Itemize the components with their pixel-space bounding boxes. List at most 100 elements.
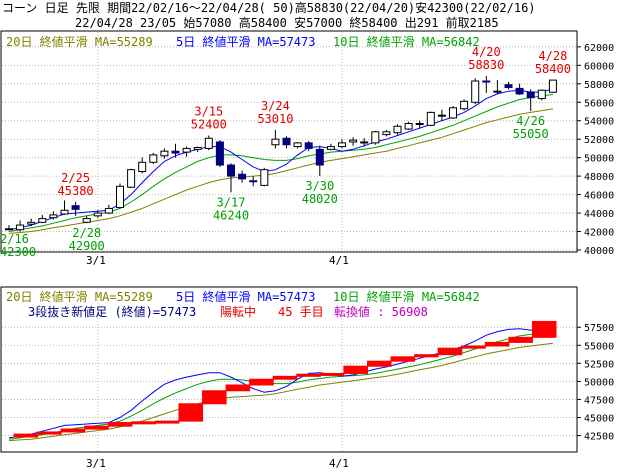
- bottom-ma20-line: [8, 342, 553, 442]
- annotation-date: 4/26: [516, 114, 545, 128]
- top-y-tick-label: 42000: [584, 228, 614, 239]
- annotation-value: 42300: [0, 245, 36, 259]
- candlesticks: [5, 76, 557, 232]
- candle-down: [215, 141, 224, 166]
- annotation-value: 42900: [69, 239, 105, 253]
- candle-up: [182, 147, 191, 153]
- bottom-y-axis: 42500 45000 47500 50000 52500 55000 57500: [577, 323, 614, 443]
- new-price-brick: [37, 431, 62, 435]
- annotation-date: 3/30: [305, 179, 334, 193]
- candle-up: [82, 218, 91, 223]
- annotation-value: 53010: [257, 112, 293, 126]
- top-x-label-mar: 3/1: [86, 254, 106, 267]
- new-price-brick: [437, 347, 463, 356]
- top-y-axis: 40000 42000 44000 46000 48000 50000 52000 54000…: [577, 43, 614, 257]
- ma5-line: [8, 88, 554, 231]
- candle-up: [160, 150, 169, 157]
- new-price-brick: [13, 433, 39, 438]
- top-y-tick-label: 60000: [584, 61, 614, 72]
- top-y-tick-label: 54000: [584, 117, 614, 128]
- candle-up: [93, 212, 102, 217]
- candle-up: [38, 218, 47, 223]
- candle-up: [260, 169, 269, 186]
- legend-bottom-ma5: 5日 終値平滑 MA=57473: [176, 289, 315, 304]
- new-price-brick: [531, 320, 557, 338]
- legend-top-ma10: 10日 終値平滑 MA=56842: [333, 34, 480, 49]
- new-price-brick: [272, 375, 298, 380]
- candle-up: [271, 138, 280, 146]
- chart-header-line2: 22/04/28 23/05 始57080 高58400 安57000 終584…: [75, 16, 499, 30]
- candle-up: [537, 89, 546, 100]
- candle-up: [415, 122, 424, 125]
- bottom-y-tick-label: 50000: [584, 377, 614, 388]
- candle-up: [382, 131, 391, 136]
- candle-down: [171, 150, 180, 154]
- candle-down: [282, 137, 291, 146]
- candle-up: [338, 142, 346, 148]
- candle-down: [249, 180, 258, 183]
- annotation-date: 4/20: [472, 45, 501, 59]
- annotation-value: 52400: [191, 117, 227, 131]
- candle-down: [515, 87, 524, 95]
- candle-up: [5, 228, 13, 231]
- legend-bottom-reversal: 転換値 : 56908: [334, 304, 428, 319]
- bottom-y-tick-label: 55000: [584, 341, 614, 352]
- candle-up: [449, 107, 457, 119]
- new-price-brick: [319, 372, 345, 376]
- top-y-tick-label: 62000: [584, 43, 614, 54]
- top-y-tick-label: 40000: [584, 246, 614, 257]
- candle-up: [371, 131, 380, 144]
- annotation-date: 2/28: [72, 226, 101, 240]
- candle-down: [304, 142, 313, 149]
- new-price-brick: [107, 422, 133, 427]
- annotation-date: 3/15: [194, 104, 223, 118]
- legend-top-ma5: 5日 終値平滑 MA=57473: [176, 34, 315, 49]
- candle-up: [149, 154, 158, 163]
- legend-bottom-trend: 陽転中: [220, 304, 256, 319]
- bottom-x-label-apr: 4/1: [329, 457, 349, 470]
- candle-down: [315, 148, 324, 166]
- new-price-brick: [249, 378, 274, 386]
- candle-down: [238, 173, 247, 180]
- top-y-tick-label: 44000: [584, 209, 614, 220]
- candle-up: [293, 142, 302, 148]
- top-y-tick-label: 50000: [584, 154, 614, 165]
- bottom-panel-frame: [0, 286, 578, 453]
- bottom-ma10-line: [8, 331, 553, 440]
- new-price-brick: [508, 336, 533, 343]
- legend-bottom-ma10: 10日 終値平滑 MA=56842: [333, 289, 480, 304]
- candle-up: [104, 207, 113, 214]
- new-price-brick: [84, 425, 109, 430]
- candle-up: [16, 224, 25, 231]
- top-grid: [2, 32, 576, 251]
- bottom-y-tick-label: 47500: [584, 395, 614, 406]
- top-y-tick-label: 58000: [584, 80, 614, 91]
- candle-up: [393, 125, 402, 134]
- candle-up: [127, 169, 136, 188]
- candle-down: [71, 205, 80, 210]
- candle-up: [138, 161, 147, 173]
- candle-up: [326, 146, 335, 150]
- legend-bottom-ma20: 20日 終値平滑 MA=55289: [6, 289, 153, 304]
- top-x-label-apr: 4/1: [329, 254, 349, 267]
- annotation-value: 45380: [58, 184, 94, 198]
- candle-up: [60, 209, 69, 215]
- annotation-date: 3/17: [217, 195, 246, 209]
- new-price-brick: [154, 420, 180, 424]
- new-price-brick: [202, 390, 227, 405]
- candle-up: [471, 80, 480, 103]
- annotation-date: 2/25: [61, 171, 90, 185]
- ma20-line: [8, 108, 553, 234]
- bottom-y-tick-label: 52500: [584, 359, 614, 370]
- new-price-brick: [461, 345, 486, 349]
- candle-down: [227, 164, 235, 177]
- new-price-brick: [178, 403, 204, 422]
- candle-up: [548, 79, 557, 93]
- bottom-y-tick-label: 42500: [584, 432, 614, 443]
- top-y-tick-label: 46000: [584, 191, 614, 202]
- new-price-brick: [390, 356, 416, 362]
- candle-up: [437, 114, 446, 117]
- legend-top-ma20: 20日 終値平滑 MA=55289: [6, 34, 153, 49]
